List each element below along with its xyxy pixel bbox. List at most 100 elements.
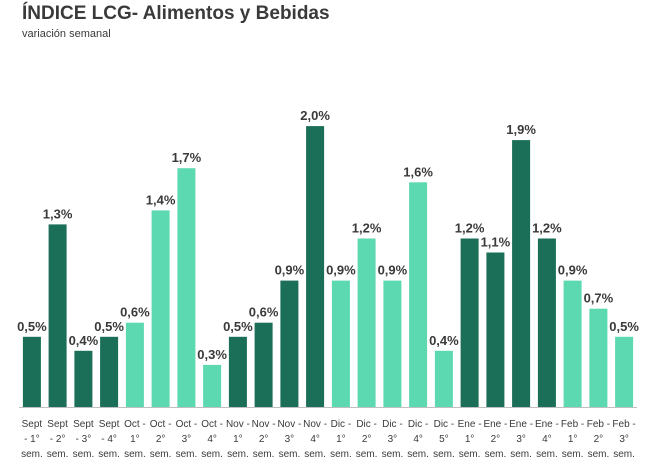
category-label-24-line-1: Feb - — [612, 419, 635, 430]
bar-12 — [306, 126, 325, 407]
category-label-15-line-3: sem. — [382, 449, 404, 460]
value-label-8: 0,3% — [197, 347, 227, 362]
category-label-2-line-2: - 2° — [50, 434, 66, 445]
category-label-24-line-2: 3° — [619, 434, 629, 445]
bar-23 — [589, 308, 608, 407]
value-label-4: 0,5% — [94, 319, 124, 334]
value-label-23: 0,7% — [584, 291, 614, 306]
category-label-1-line-2: - 1° — [24, 434, 40, 445]
value-label-17: 0,4% — [429, 333, 459, 348]
value-label-9: 0,5% — [223, 319, 253, 334]
category-label-16-line-3: sem. — [407, 449, 429, 460]
bar-21 — [537, 238, 556, 407]
category-label-8-line-2: 4° — [207, 434, 217, 445]
bar-13 — [331, 280, 350, 407]
bar-2 — [48, 224, 67, 407]
category-label-4-line-2: - 4° — [101, 434, 117, 445]
category-label-11-line-3: sem. — [279, 449, 301, 460]
category-label-10-line-1: Nov - — [252, 419, 276, 430]
category-label-12-line-2: 4° — [310, 434, 320, 445]
category-label-13-line-3: sem. — [330, 449, 352, 460]
category-label-14-line-2: 2° — [362, 434, 372, 445]
category-label-1-line-3: sem. — [21, 449, 43, 460]
value-label-10: 0,6% — [249, 305, 279, 320]
category-label-22-line-1: Feb - — [561, 419, 584, 430]
category-label-9-line-1: Nov - — [226, 419, 250, 430]
value-label-21: 1,2% — [532, 221, 562, 236]
category-label-13-line-2: 1° — [336, 434, 346, 445]
category-label-3-line-3: sem. — [73, 449, 95, 460]
category-label-9-line-2: 1° — [233, 434, 243, 445]
value-label-24: 0,5% — [609, 319, 639, 334]
category-label-5-line-1: Oct - — [124, 419, 146, 430]
category-label-21-line-3: sem. — [536, 449, 558, 460]
category-label-21-line-1: Ene - — [535, 419, 559, 430]
category-label-22-line-3: sem. — [562, 449, 584, 460]
category-label-24-line-3: sem. — [613, 449, 635, 460]
bar-11 — [280, 280, 299, 407]
category-label-19-line-2: 2° — [491, 434, 501, 445]
category-label-14-line-3: sem. — [356, 449, 378, 460]
category-label-5-line-2: 1° — [130, 434, 140, 445]
category-label-15-line-2: 3° — [388, 434, 398, 445]
bar-17 — [434, 350, 453, 407]
category-label-18-line-1: Ene - — [458, 419, 482, 430]
category-label-12-line-1: Nov - — [303, 419, 327, 430]
value-label-7: 1,7% — [172, 150, 202, 165]
category-label-18-line-3: sem. — [459, 449, 481, 460]
bar-19 — [486, 252, 505, 407]
value-label-5: 0,6% — [120, 305, 150, 320]
value-label-6: 1,4% — [146, 192, 176, 207]
category-label-20-line-3: sem. — [510, 449, 532, 460]
bar-15 — [383, 280, 402, 407]
bar-24 — [615, 336, 634, 407]
category-label-17-line-2: 5° — [439, 434, 449, 445]
bar-8 — [203, 364, 222, 407]
category-label-2-line-1: Sept — [47, 419, 68, 430]
category-label-23-line-3: sem. — [588, 449, 610, 460]
category-label-9-line-3: sem. — [227, 449, 249, 460]
category-label-21-line-2: 4° — [542, 434, 552, 445]
category-label-20-line-2: 3° — [516, 434, 526, 445]
category-label-16-line-2: 4° — [413, 434, 423, 445]
category-label-23-line-1: Feb - — [587, 419, 610, 430]
category-label-10-line-3: sem. — [253, 449, 275, 460]
category-label-13-line-1: Dic - — [331, 419, 352, 430]
category-label-19-line-1: Ene - — [483, 419, 507, 430]
bar-10 — [254, 322, 273, 407]
bars-group — [22, 126, 634, 407]
category-label-7-line-1: Oct - — [176, 419, 198, 430]
category-label-3-line-1: Sept — [73, 419, 94, 430]
category-label-7-line-3: sem. — [176, 449, 198, 460]
value-label-2: 1,3% — [43, 206, 73, 221]
category-label-5-line-3: sem. — [124, 449, 146, 460]
category-label-1-line-1: Sept — [22, 419, 43, 430]
value-label-3: 0,4% — [69, 333, 99, 348]
value-label-22: 0,9% — [558, 263, 588, 278]
category-label-6-line-2: 2° — [156, 434, 166, 445]
value-label-12: 2,0% — [300, 108, 330, 123]
value-label-16: 1,6% — [403, 164, 433, 179]
category-label-14-line-1: Dic - — [356, 419, 377, 430]
value-label-19: 1,1% — [481, 235, 511, 250]
category-label-7-line-2: 3° — [182, 434, 192, 445]
category-label-17-line-3: sem. — [433, 449, 455, 460]
category-label-23-line-2: 2° — [594, 434, 604, 445]
category-label-11-line-2: 3° — [285, 434, 295, 445]
category-label-22-line-2: 1° — [568, 434, 578, 445]
category-label-4-line-1: Sept — [99, 419, 120, 430]
value-label-14: 1,2% — [352, 221, 382, 236]
bar-6 — [151, 210, 170, 407]
category-label-6-line-1: Oct - — [150, 419, 172, 430]
category-label-11-line-1: Nov - — [277, 419, 301, 430]
chart-title: ÍNDICE LCG- Alimentos y Bebidas — [22, 3, 330, 24]
category-label-8-line-1: Oct - — [201, 419, 223, 430]
value-label-18: 1,2% — [455, 221, 485, 236]
value-labels-group: 0,5%1,3%0,4%0,5%0,6%1,4%1,7%0,3%0,5%0,6%… — [17, 108, 639, 362]
bar-9 — [228, 336, 247, 407]
category-label-19-line-3: sem. — [485, 449, 507, 460]
bar-5 — [125, 322, 144, 407]
bar-22 — [563, 280, 582, 407]
category-label-4-line-3: sem. — [98, 449, 120, 460]
category-label-17-line-1: Dic - — [434, 419, 455, 430]
